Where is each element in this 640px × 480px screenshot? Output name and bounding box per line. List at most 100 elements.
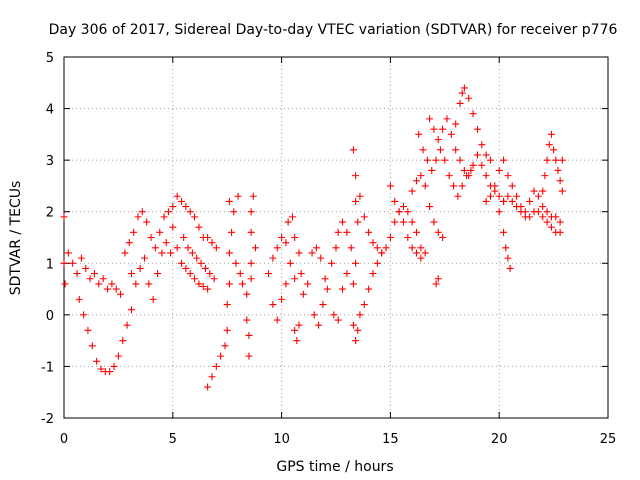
data-point-0-145 (352, 197, 360, 205)
data-point-0-227 (478, 161, 486, 169)
data-point-0-179 (408, 244, 416, 252)
data-point-0-38 (160, 213, 168, 221)
data-point-0-83 (223, 326, 231, 334)
data-point-0-49 (127, 270, 135, 278)
data-point-0-173 (421, 249, 429, 257)
data-point-0-153 (360, 301, 368, 309)
data-point-0-191 (434, 275, 442, 283)
data-point-0-148 (349, 280, 357, 288)
data-point-0-189 (439, 234, 447, 241)
data-point-0-25 (114, 352, 122, 360)
data-point-0-1 (60, 259, 68, 267)
data-point-0-18 (84, 326, 92, 334)
y-tick-label-1: -1 (41, 360, 54, 375)
data-point-0-280 (558, 156, 566, 164)
data-point-0-47 (199, 282, 207, 290)
data-point-0-237 (500, 156, 508, 164)
data-point-0-196 (432, 156, 440, 164)
data-point-0-278 (552, 213, 560, 221)
data-point-0-182 (408, 187, 416, 195)
data-point-0-75 (201, 264, 209, 272)
data-point-0-238 (504, 172, 512, 180)
data-point-0-113 (278, 295, 286, 303)
data-point-0-33 (138, 208, 146, 216)
data-point-0-101 (247, 208, 255, 216)
data-point-0-93 (238, 280, 246, 288)
data-point-0-125 (308, 249, 316, 257)
data-point-0-131 (319, 301, 327, 309)
y-tick-label-5: 3 (46, 154, 54, 169)
data-point-0-62 (182, 203, 190, 211)
data-point-0-154 (365, 285, 373, 293)
data-point-0-231 (495, 192, 503, 200)
data-point-0-14 (112, 285, 120, 293)
data-point-0-97 (245, 352, 253, 360)
data-point-0-239 (508, 182, 516, 190)
data-point-0-2 (61, 280, 69, 288)
data-point-0-267 (556, 228, 564, 236)
data-point-0-240 (513, 192, 521, 200)
data-point-0-60 (173, 192, 181, 200)
data-point-0-181 (417, 254, 425, 262)
data-point-0-161 (369, 239, 377, 247)
data-point-0-175 (391, 197, 399, 205)
data-point-0-185 (421, 182, 429, 190)
y-tick-label-6: 4 (46, 103, 54, 118)
data-point-0-219 (482, 151, 490, 159)
data-point-0-202 (458, 182, 466, 190)
data-point-0-212 (456, 99, 464, 107)
data-point-0-268 (539, 187, 547, 195)
data-point-0-68 (208, 239, 216, 247)
data-point-0-159 (360, 213, 368, 221)
data-point-0-6 (77, 254, 85, 262)
data-point-0-223 (460, 166, 468, 174)
x-axis-label: GPS time / hours (276, 459, 393, 475)
data-point-0-256 (508, 197, 516, 205)
y-tick-label-4: 2 (46, 206, 54, 221)
y-tick-label-7: 5 (46, 51, 54, 66)
data-point-0-53 (145, 280, 153, 288)
data-point-0-166 (391, 218, 399, 226)
y-tick-label-0: -2 (41, 412, 54, 427)
y-tick-label-3: 1 (46, 257, 54, 272)
data-point-0-24 (110, 362, 118, 370)
data-point-0-136 (339, 218, 347, 226)
data-point-0-34 (143, 218, 151, 226)
data-point-0-169 (404, 208, 412, 216)
data-point-0-78 (204, 383, 212, 391)
data-point-0-147 (352, 259, 360, 267)
data-point-0-39 (164, 208, 172, 216)
data-point-0-84 (223, 301, 231, 309)
data-point-0-269 (541, 172, 549, 180)
data-point-0-59 (169, 203, 177, 211)
data-point-0-106 (273, 244, 281, 252)
data-point-0-73 (193, 254, 201, 262)
data-point-0-52 (141, 254, 149, 262)
data-point-0-30 (125, 239, 133, 247)
data-point-0-12 (104, 285, 112, 293)
data-point-0-56 (158, 249, 166, 257)
data-point-0-249 (500, 228, 508, 236)
y-tick-label-2: 0 (46, 309, 54, 324)
data-point-0-122 (295, 321, 303, 329)
data-point-0-152 (356, 311, 364, 319)
data-point-0-65 (195, 223, 203, 231)
data-point-0-260 (526, 213, 534, 221)
data-point-0-80 (212, 362, 220, 370)
data-point-0-163 (378, 249, 386, 257)
data-point-0-156 (373, 259, 381, 267)
data-point-0-129 (310, 311, 318, 319)
data-point-0-41 (173, 244, 181, 252)
data-point-0-141 (339, 285, 347, 293)
data-point-0-104 (265, 270, 273, 278)
data-point-0-87 (228, 228, 236, 236)
data-point-0-77 (210, 275, 218, 283)
data-point-0-23 (106, 368, 114, 376)
data-point-0-121 (293, 337, 301, 345)
data-point-0-119 (297, 270, 305, 278)
data-point-0-277 (558, 187, 566, 195)
data-point-0-94 (243, 290, 251, 298)
data-point-0-146 (354, 218, 362, 226)
data-point-0-108 (282, 239, 290, 247)
